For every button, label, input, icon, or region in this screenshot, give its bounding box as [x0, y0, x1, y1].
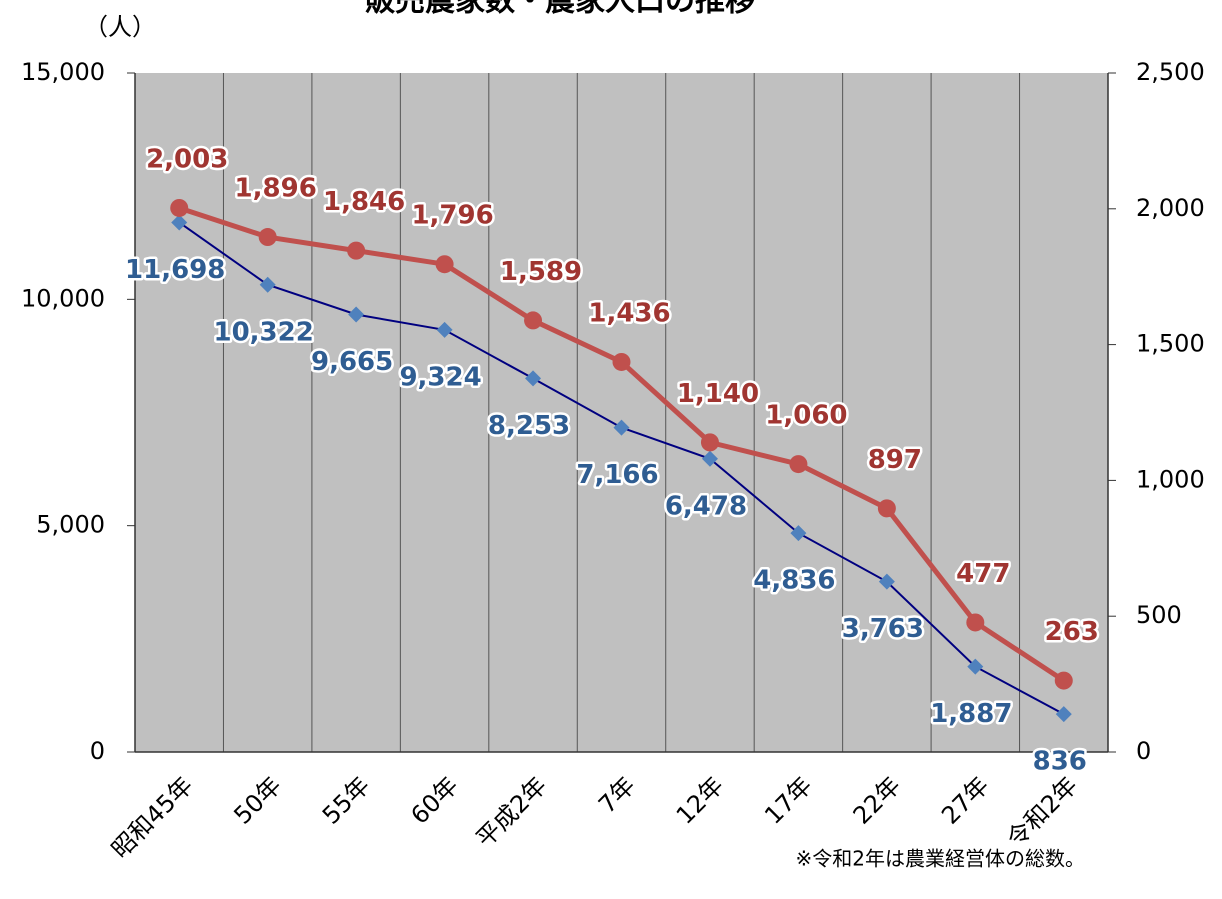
y-tick-label: 5,000: [36, 511, 105, 539]
marker: [436, 321, 453, 338]
marker: [259, 276, 276, 293]
data-label: 1,846: [323, 187, 405, 217]
x-tick-label: 22年: [848, 771, 906, 829]
data-label: 6,478: [665, 491, 747, 521]
data-label: 836: [1033, 747, 1087, 777]
data-label: 8,253: [488, 411, 570, 441]
data-label: 897: [868, 445, 922, 475]
marker: [789, 455, 808, 474]
marker: [170, 198, 189, 217]
data-label: 4,836: [753, 566, 835, 596]
annotation: ※令和2年は農業経営体の総数。: [796, 847, 1085, 871]
marker: [525, 370, 542, 387]
y-tick-label: 10,000: [21, 284, 105, 312]
data-label: 477: [956, 559, 1010, 589]
marker: [967, 658, 984, 675]
marker: [612, 352, 631, 371]
y-tick-label: 0: [90, 737, 105, 765]
marker: [878, 573, 895, 590]
data-label: 1,589: [500, 257, 582, 287]
data-label: 1,060: [765, 401, 847, 431]
data-label: 9,324: [399, 362, 481, 392]
marker: [700, 433, 719, 452]
marker: [435, 255, 454, 274]
y2-tick-label: 500: [1136, 601, 1182, 629]
marker: [524, 311, 543, 330]
y2-tick-label: 1,000: [1136, 465, 1205, 493]
y2-tick-label: 2,000: [1136, 194, 1205, 222]
marker: [877, 499, 896, 518]
marker: [701, 450, 718, 467]
data-label: 2,003: [146, 144, 228, 174]
marker: [347, 241, 366, 260]
marker: [613, 419, 630, 436]
data-label: 10,322: [214, 317, 314, 347]
marker: [966, 613, 985, 632]
y-tick-label: 15,000: [21, 58, 105, 86]
y2-tick-label: 1,500: [1136, 330, 1205, 358]
data-label: 1,896: [235, 174, 317, 204]
marker: [1055, 706, 1072, 723]
data-label: 7,166: [576, 460, 658, 490]
x-tick-label: 令和2年: [1001, 771, 1083, 853]
marker: [348, 306, 365, 323]
data-label: 1,140: [677, 379, 759, 409]
data-label: 1,436: [588, 298, 670, 328]
data-label: 1,796: [411, 201, 493, 231]
x-tick-label: 平成2年: [471, 771, 553, 853]
x-tick-label: 昭和45年: [106, 771, 198, 863]
data-label: 3,763: [842, 614, 924, 644]
y2-tick-label: 2,500: [1136, 58, 1205, 86]
marker: [171, 214, 188, 231]
chart-title: 販売農家数・農家人口の推移: [365, 0, 755, 19]
x-tick-label: 12年: [671, 771, 729, 829]
data-label: 11,698: [125, 255, 225, 285]
x-tick-label: 50年: [229, 771, 287, 829]
x-tick-label: 60年: [405, 771, 463, 829]
x-tick-label: 17年: [759, 771, 817, 829]
marker: [790, 525, 807, 542]
y-axis-label: （人）: [84, 13, 156, 41]
x-tick-label: 55年: [317, 771, 375, 829]
y2-tick-label: 0: [1136, 737, 1151, 765]
data-label: 263: [1045, 617, 1099, 647]
x-tick-label: 27年: [936, 771, 994, 829]
data-label: 9,665: [311, 347, 393, 377]
marker: [1054, 671, 1073, 690]
x-tick-label: 7年: [593, 771, 641, 819]
data-label: 1,887: [930, 699, 1012, 729]
marker: [258, 228, 277, 247]
